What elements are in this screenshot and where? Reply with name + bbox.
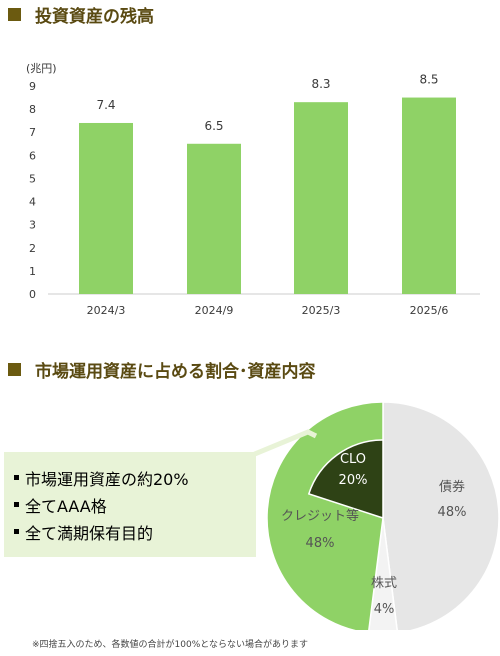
bar <box>187 143 241 294</box>
clo-value: 20% <box>339 473 368 488</box>
allocation-pie-chart: 債券 48% 株式 4% クレジット等 48% CLO 20% <box>249 401 500 630</box>
bullet-square-icon <box>14 502 19 507</box>
pie-slice <box>382 401 500 630</box>
balance-title-text: 投資資産の残高 <box>35 6 154 27</box>
bar-data-label: 8.5 <box>419 73 438 87</box>
bullet-square-icon <box>14 529 19 534</box>
title-marker-square <box>8 7 21 21</box>
pie-slice-value: 4% <box>374 602 395 617</box>
balance-bar-chart: (兆円) 0 1 2 3 4 5 6 7 8 9 7.4 6.5 8.3 8.5 2024/3 2024/… <box>26 62 480 317</box>
callout-item: 全て満期保有目的 <box>14 518 256 545</box>
x-tick-label: 2025/3 <box>302 304 341 317</box>
clo-label: CLO <box>340 452 366 467</box>
bar-data-label: 8.3 <box>311 77 330 91</box>
callout-item: 全てAAA格 <box>14 491 256 518</box>
bar <box>402 97 456 294</box>
y-tick-label: 2 <box>29 242 36 255</box>
y-tick-label: 5 <box>29 172 36 185</box>
y-axis-unit-label: (兆円) <box>26 62 57 75</box>
bar-data-label: 7.4 <box>96 98 115 112</box>
pie-slice-clo <box>307 439 384 520</box>
bar-data-label: 6.5 <box>204 119 223 133</box>
y-tick-label: 1 <box>29 265 36 278</box>
y-tick-label: 6 <box>29 149 36 162</box>
allocation-section-title: 市場運用資産に占める割合･資産内容 <box>8 355 316 383</box>
bar <box>294 102 348 294</box>
pie-slice-value: 48% <box>438 505 467 520</box>
footnote: ※四捨五入のため、各数値の合計が100%とならない場合があります <box>32 640 309 650</box>
pie-slice-label: 債券 <box>439 479 465 495</box>
title-marker-square <box>8 362 21 376</box>
y-tick-label: 3 <box>29 219 36 232</box>
y-tick-label: 0 <box>29 288 36 301</box>
pie-slice-value: 48% <box>306 536 335 551</box>
bar <box>79 122 133 294</box>
x-tick-label: 2024/3 <box>87 304 126 317</box>
x-tick-label: 2024/9 <box>195 304 234 317</box>
pie-slice <box>368 517 398 630</box>
y-tick-label: 7 <box>29 126 36 139</box>
callout-connector <box>249 429 318 459</box>
bullet-square-icon <box>14 475 19 480</box>
y-tick-label: 8 <box>29 103 36 116</box>
x-tick-label: 2025/6 <box>410 304 449 317</box>
allocation-title-text: 市場運用資産に占める割合･資産内容 <box>35 361 316 382</box>
balance-section-title: 投資資産の残高 <box>8 0 154 28</box>
y-tick-label: 9 <box>29 80 36 93</box>
callout-item: 市場運用資産の約20% <box>14 464 256 491</box>
clo-callout-box: 市場運用資産の約20% 全てAAA格 全て満期保有目的 <box>4 452 256 557</box>
pie-slice-label: 株式 <box>371 576 397 591</box>
y-tick-label: 4 <box>29 196 36 209</box>
pie-slice-label: クレジット等 <box>281 508 359 524</box>
